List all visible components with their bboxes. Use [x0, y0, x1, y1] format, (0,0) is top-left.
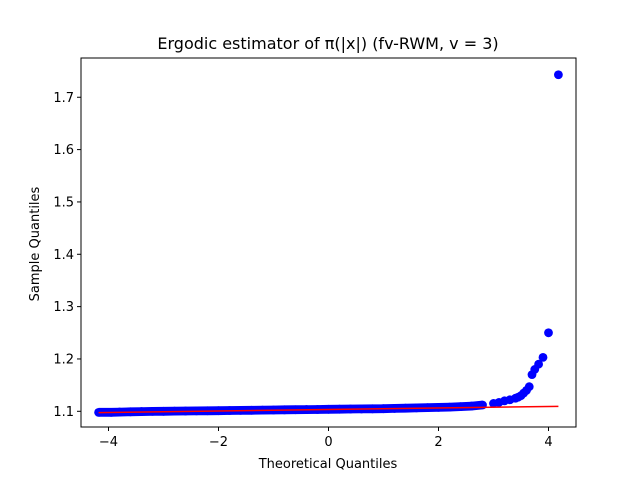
data-point — [524, 382, 534, 392]
data-point-band — [98, 400, 483, 417]
y-tick-label: 1.7 — [53, 91, 74, 106]
data-point — [538, 352, 548, 362]
y-tick-label: 1.2 — [53, 352, 74, 367]
data-point — [554, 70, 563, 80]
axes-frame — [80, 57, 577, 428]
y-axis-label: Sample Quantiles — [28, 186, 43, 301]
data-point — [534, 359, 543, 369]
x-tick-label: 2 — [434, 435, 442, 450]
chart-title: Ergodic estimator of π(|x|) (fv-RWM, v =… — [157, 34, 498, 53]
x-tick-label: 0 — [324, 435, 332, 450]
x-axis-label: Theoretical Quantiles — [258, 457, 398, 472]
x-tick-label: −4 — [99, 435, 118, 450]
y-tick-label: 1.6 — [53, 143, 74, 158]
y-tick-label: 1.5 — [53, 195, 74, 210]
reference-line — [98, 405, 559, 414]
y-tick-label: 1.4 — [53, 248, 74, 263]
plot-area — [94, 70, 563, 417]
data-point — [544, 328, 553, 338]
axis-ticks: −4 −2 0 2 4 1.1 1.2 1.3 1.4 1.5 1.6 1.7 — [53, 91, 552, 450]
x-tick-label: −2 — [209, 435, 228, 450]
x-tick-label: 4 — [544, 435, 552, 450]
y-tick-label: 1.1 — [53, 405, 74, 420]
y-tick-label: 1.3 — [53, 300, 74, 315]
